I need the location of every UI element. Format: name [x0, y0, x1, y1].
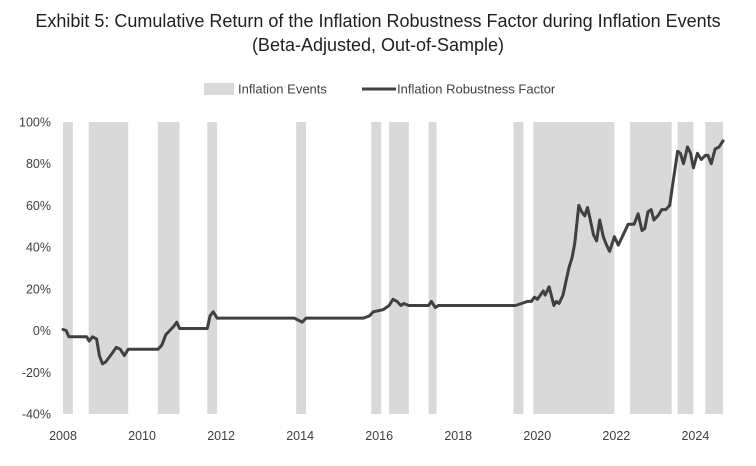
y-tick-label: -20% [22, 366, 51, 380]
inflation-event-band [157, 122, 180, 414]
inflation-event-band [207, 122, 218, 414]
x-tick-label: 2018 [444, 429, 472, 443]
inflation-event-band [533, 122, 615, 414]
y-tick-label: 40% [26, 241, 51, 255]
inflation-event-band [677, 122, 694, 414]
inflation-event-band [630, 122, 672, 414]
y-tick-label: 100% [19, 116, 51, 130]
y-tick-label: -40% [22, 408, 51, 422]
inflation-event-band [428, 122, 437, 414]
y-tick-label: 80% [26, 157, 51, 171]
inflation-event-band [88, 122, 129, 414]
inflation-event-band [389, 122, 409, 414]
inflation-event-band [296, 122, 307, 414]
legend-label-inflation-robustness-factor: Inflation Robustness Factor [397, 82, 556, 97]
inflation-event-band [705, 122, 724, 414]
y-tick-label: 60% [26, 199, 51, 213]
series-line-inflation-robustness-factor [61, 139, 725, 366]
legend-label-inflation-events: Inflation Events [238, 82, 327, 97]
x-tick-label: 2012 [207, 429, 235, 443]
chart-title: Exhibit 5: Cumulative Return of the Infl… [35, 11, 721, 31]
y-tick-label: 0% [33, 324, 51, 338]
inflation-event-band [63, 122, 73, 414]
x-tick-label: 2022 [602, 429, 630, 443]
x-tick-label: 2020 [523, 429, 551, 443]
inflation-event-band [513, 122, 524, 414]
inflation-event-band [371, 122, 382, 414]
legend-swatch-inflation-events [204, 83, 234, 95]
y-tick-label: 20% [26, 282, 51, 296]
chart-subtitle: (Beta-Adjusted, Out-of-Sample) [251, 35, 505, 55]
x-tick-label: 2016 [365, 429, 393, 443]
x-tick-label: 2024 [681, 429, 709, 443]
x-tick-label: 2008 [49, 429, 77, 443]
x-tick-label: 2010 [128, 429, 156, 443]
x-tick-label: 2014 [286, 429, 314, 443]
